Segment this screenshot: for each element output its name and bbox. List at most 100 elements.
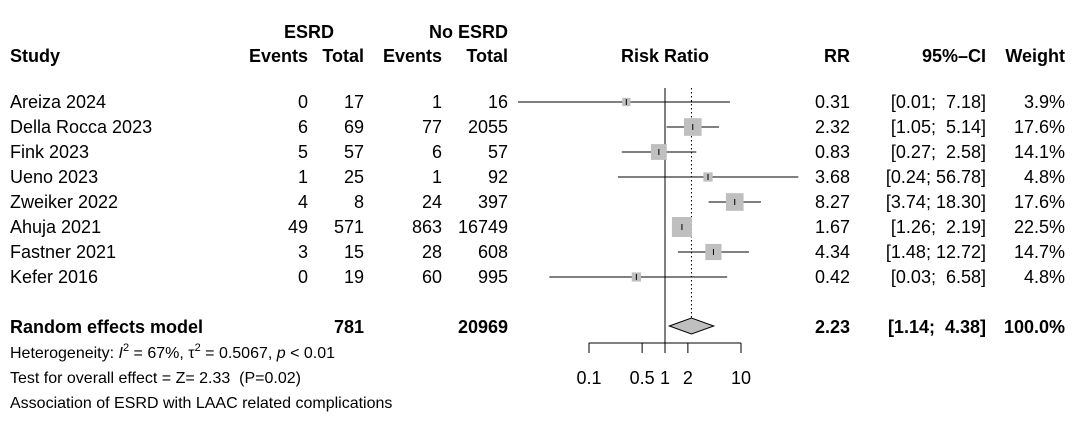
- rr-value: 4.34: [815, 242, 850, 262]
- esrd-total: 17: [344, 92, 364, 112]
- esrd-total: 15: [344, 242, 364, 262]
- rr-value: 8.27: [815, 192, 850, 212]
- p-symbol: p: [276, 345, 286, 362]
- study-name: Ueno 2023: [10, 167, 98, 187]
- i2-symbol: I: [119, 345, 124, 362]
- pooled-ci: [1.14; 4.38]: [888, 317, 986, 337]
- weight-value: 17.6%: [1014, 117, 1065, 137]
- header-no-esrd-events: Events: [383, 46, 442, 66]
- esrd-total: 8: [354, 192, 364, 212]
- no-esrd-total: 397: [478, 192, 508, 212]
- no-esrd-total: 995: [478, 267, 508, 287]
- weight-value: 17.6%: [1014, 192, 1065, 212]
- rr-value: 0.42: [815, 267, 850, 287]
- pooled-no-esrd-total: 20969: [458, 317, 508, 337]
- table-row: Fink 2023 5 57 6 57 0.83 [0.27; 2.58] 14.1%: [10, 142, 1065, 162]
- ci-value: [1.05; 5.14]: [891, 117, 986, 137]
- esrd-events: 3: [298, 242, 308, 262]
- caption-text: Association of ESRD with LAAC related co…: [10, 395, 392, 412]
- header-study: Study: [10, 46, 60, 66]
- study-name: Areiza 2024: [10, 92, 106, 112]
- no-esrd-total: 608: [478, 242, 508, 262]
- esrd-total: 25: [344, 167, 364, 187]
- pooled-row: Random effects model 781 20969 2.23 [1.1…: [10, 317, 1065, 337]
- study-name: Zweiker 2022: [10, 192, 118, 212]
- rr-value: 3.68: [815, 167, 850, 187]
- x-tick-label: 10: [731, 368, 751, 388]
- header-weight: Weight: [1005, 46, 1065, 66]
- no-esrd-total: 92: [488, 167, 508, 187]
- pooled-rr: 2.23: [815, 317, 850, 337]
- no-esrd-events: 60: [422, 267, 442, 287]
- weight-value: 14.1%: [1014, 142, 1065, 162]
- no-esrd-total: 57: [488, 142, 508, 162]
- heterogeneity-prefix: Heterogeneity:: [10, 345, 119, 362]
- esrd-total: 571: [334, 217, 364, 237]
- tau-value: = 0.5067,: [201, 345, 277, 362]
- weight-value: 22.5%: [1014, 217, 1065, 237]
- no-esrd-events: 28: [422, 242, 442, 262]
- table-row: Zweiker 2022 4 8 24 397 8.27 [3.74; 18.30] 17.6…: [10, 192, 1065, 212]
- x-tick-label: 0.5: [630, 368, 655, 388]
- footer-notes: Heterogeneity: I2 = 67%, τ2 = 0.5067, p …: [10, 342, 392, 412]
- esrd-events: 0: [298, 92, 308, 112]
- table-row: Fastner 2021 3 15 28 608 4.34 [1.48; 12.72] 14.…: [10, 242, 1065, 262]
- no-esrd-events: 6: [432, 142, 442, 162]
- header-esrd: ESRD: [284, 22, 334, 42]
- pooled-diamond: [667, 317, 716, 335]
- esrd-total: 19: [344, 267, 364, 287]
- ci-value: [1.26; 2.19]: [891, 217, 986, 237]
- tau-superscript: 2: [195, 342, 201, 354]
- header-no-esrd-total: Total: [466, 46, 508, 66]
- esrd-events: 1: [298, 167, 308, 187]
- header-ci: 95%–CI: [922, 46, 986, 66]
- esrd-events: 49: [288, 217, 308, 237]
- ci-value: [0.24; 56.78]: [886, 167, 986, 187]
- no-esrd-total: 2055: [468, 117, 508, 137]
- study-name: Ahuja 2021: [10, 217, 101, 237]
- header-rr: RR: [824, 46, 850, 66]
- no-esrd-events: 863: [412, 217, 442, 237]
- rr-value: 2.32: [815, 117, 850, 137]
- no-esrd-events: 77: [422, 117, 442, 137]
- esrd-events: 6: [298, 117, 308, 137]
- table-row: Kefer 2016 0 19 60 995 0.42 [0.03; 6.58] 4.8%: [10, 267, 1065, 287]
- weight-value: 4.8%: [1024, 267, 1065, 287]
- weight-value: 4.8%: [1024, 167, 1065, 187]
- no-esrd-events: 24: [422, 192, 442, 212]
- rr-value: 1.67: [815, 217, 850, 237]
- table-header: ESRD No ESRD Study Events Total Events T…: [10, 22, 1065, 66]
- esrd-total: 69: [344, 117, 364, 137]
- header-risk-ratio: Risk Ratio: [621, 46, 709, 66]
- i2-value: = 67%,: [129, 345, 188, 362]
- i2-superscript: 2: [123, 342, 129, 354]
- ci-value: [1.48; 12.72]: [886, 242, 986, 262]
- p-value: < 0.01: [286, 345, 335, 362]
- header-no-esrd: No ESRD: [429, 22, 508, 42]
- x-tick-label: 2: [683, 368, 693, 388]
- no-esrd-events: 1: [432, 167, 442, 187]
- table-row: Ueno 2023 1 25 1 92 3.68 [0.24; 56.78] 4.8%: [10, 167, 1065, 187]
- study-name: Della Rocca 2023: [10, 117, 152, 137]
- study-name: Fastner 2021: [10, 242, 116, 262]
- study-rows: Areiza 2024 0 17 1 16 0.31 [0.01; 7.18] 3.9%Del…: [10, 92, 1065, 287]
- no-esrd-total: 16749: [458, 217, 508, 237]
- esrd-events: 0: [298, 267, 308, 287]
- study-name: Kefer 2016: [10, 267, 98, 287]
- ci-value: [0.01; 7.18]: [891, 92, 986, 112]
- plot-area: 0.1 0.5 1 2 10: [518, 88, 799, 388]
- pooled-label: Random effects model: [10, 317, 203, 337]
- tau-symbol: τ: [188, 345, 195, 362]
- no-esrd-total: 16: [488, 92, 508, 112]
- esrd-total: 57: [344, 142, 364, 162]
- rr-value: 0.83: [815, 142, 850, 162]
- weight-value: 3.9%: [1024, 92, 1065, 112]
- esrd-events: 5: [298, 142, 308, 162]
- esrd-events: 4: [298, 192, 308, 212]
- rr-value: 0.31: [815, 92, 850, 112]
- no-esrd-events: 1: [432, 92, 442, 112]
- x-tick-label: 1: [660, 368, 670, 388]
- ci-value: [0.27; 2.58]: [891, 142, 986, 162]
- study-name: Fink 2023: [10, 142, 89, 162]
